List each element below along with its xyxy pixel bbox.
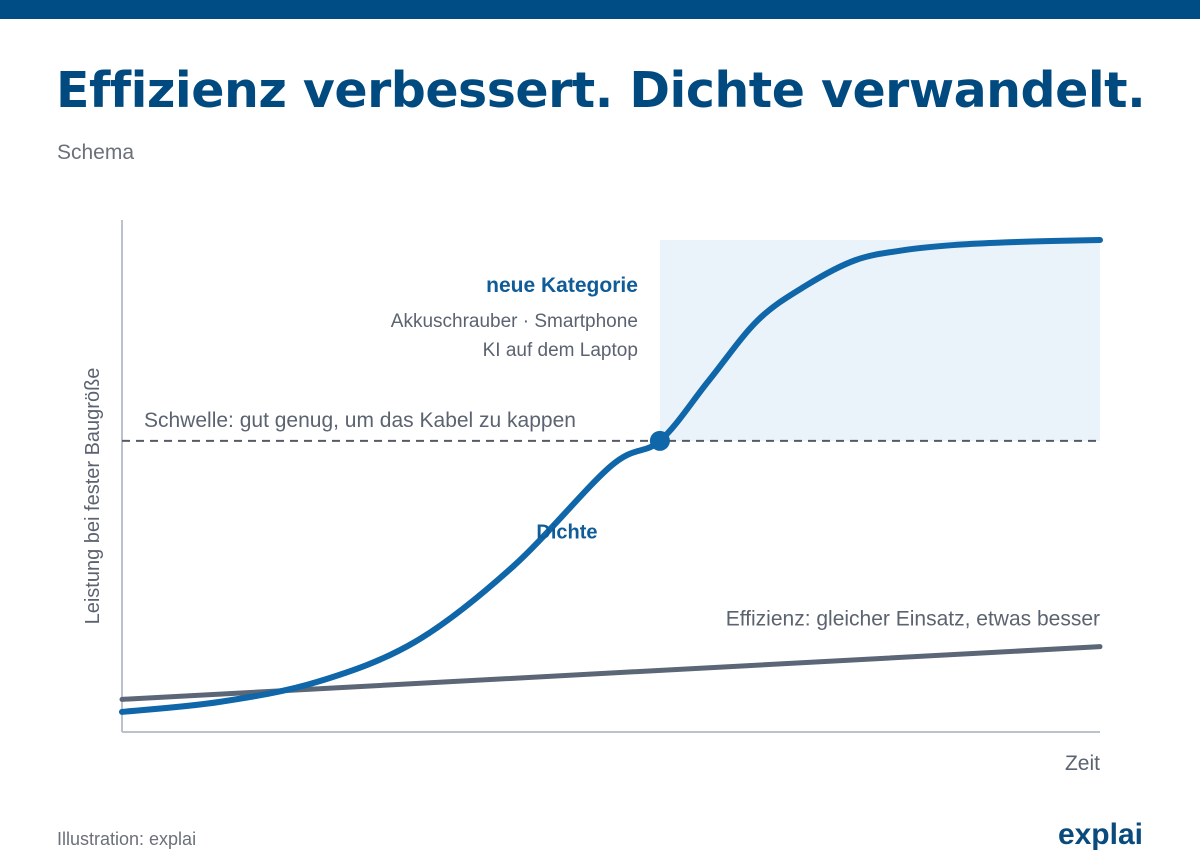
region-title: neue Kategorie [486, 274, 638, 297]
page-subtitle: Schema [57, 141, 135, 164]
y-axis-label: Leistung bei fester Baugröße [82, 368, 104, 625]
highlight-region [659, 240, 1100, 441]
source-note: Illustration: explai [57, 829, 197, 849]
top-brand-bar [0, 0, 1200, 19]
density-series-line [119, 237, 1103, 715]
density-series-label: Dichte [536, 522, 597, 544]
efficiency-series-label: Effizienz: gleicher Einsatz, etwas besse… [726, 608, 1100, 631]
threshold-crossing-point [649, 430, 670, 451]
brand-logo: explai [1057, 818, 1143, 851]
threshold-label: Schwelle: gut genug, um das Kabel zu kap… [144, 409, 576, 432]
region-examples-line1: Akkuschrauber · Smartphone [391, 311, 638, 332]
region-examples-line2: KI auf dem Laptop [483, 340, 638, 361]
page-title: Effizienz verbessert. Dichte verwandelt. [56, 62, 1146, 119]
x-axis-label: Zeit [1065, 752, 1100, 775]
